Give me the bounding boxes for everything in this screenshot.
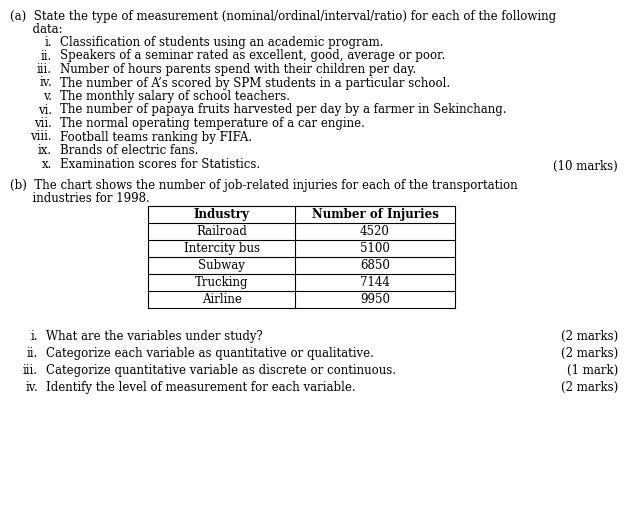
Text: ix.: ix. bbox=[38, 144, 52, 157]
Text: (b)  The chart shows the number of job-related injuries for each of the transpor: (b) The chart shows the number of job-re… bbox=[10, 179, 517, 192]
Text: Railroad: Railroad bbox=[196, 225, 247, 238]
Text: Speakers of a seminar rated as excellent, good, average or poor.: Speakers of a seminar rated as excellent… bbox=[60, 50, 445, 62]
Text: 4520: 4520 bbox=[360, 225, 390, 238]
Text: The monthly salary of school teachers.: The monthly salary of school teachers. bbox=[60, 90, 290, 103]
Text: The number of A’s scored by SPM students in a particular school.: The number of A’s scored by SPM students… bbox=[60, 77, 450, 90]
Text: Number of Injuries: Number of Injuries bbox=[311, 208, 438, 221]
Text: The normal operating temperature of a car engine.: The normal operating temperature of a ca… bbox=[60, 117, 365, 130]
Text: vi.: vi. bbox=[38, 103, 52, 117]
Text: data:: data: bbox=[10, 23, 63, 36]
Text: v.: v. bbox=[43, 90, 52, 103]
Text: ii.: ii. bbox=[41, 50, 52, 62]
Text: iv.: iv. bbox=[39, 77, 52, 90]
Text: Football teams ranking by FIFA.: Football teams ranking by FIFA. bbox=[60, 130, 252, 143]
Text: Trucking: Trucking bbox=[195, 276, 248, 289]
Text: What are the variables under study?: What are the variables under study? bbox=[46, 330, 263, 343]
Text: viii.: viii. bbox=[30, 130, 52, 143]
Text: Subway: Subway bbox=[198, 259, 245, 272]
Text: industries for 1998.: industries for 1998. bbox=[10, 192, 149, 205]
Text: (2 marks): (2 marks) bbox=[561, 330, 618, 343]
Text: Categorize each variable as quantitative or qualitative.: Categorize each variable as quantitative… bbox=[46, 347, 374, 360]
Text: Intercity bus: Intercity bus bbox=[183, 242, 259, 255]
Text: Number of hours parents spend with their children per day.: Number of hours parents spend with their… bbox=[60, 63, 416, 76]
Text: Identify the level of measurement for each variable.: Identify the level of measurement for ea… bbox=[46, 381, 355, 394]
Text: iii.: iii. bbox=[23, 364, 38, 377]
Text: x.: x. bbox=[41, 158, 52, 170]
Text: (2 marks): (2 marks) bbox=[561, 347, 618, 360]
Text: (a)  State the type of measurement (nominal/ordinal/interval/ratio) for each of : (a) State the type of measurement (nomin… bbox=[10, 10, 556, 23]
Text: i.: i. bbox=[31, 330, 38, 343]
Text: Categorize quantitative variable as discrete or continuous.: Categorize quantitative variable as disc… bbox=[46, 364, 396, 377]
Text: 5100: 5100 bbox=[360, 242, 390, 255]
Text: iv.: iv. bbox=[25, 381, 38, 394]
Text: (2 marks): (2 marks) bbox=[561, 381, 618, 394]
Text: (1 mark): (1 mark) bbox=[566, 364, 618, 377]
Text: 7144: 7144 bbox=[360, 276, 390, 289]
Text: (10 marks): (10 marks) bbox=[553, 160, 618, 172]
Text: Classification of students using an academic program.: Classification of students using an acad… bbox=[60, 36, 384, 49]
Text: Examination scores for Statistics.: Examination scores for Statistics. bbox=[60, 158, 260, 170]
Text: vii.: vii. bbox=[34, 117, 52, 130]
Text: 6850: 6850 bbox=[360, 259, 390, 272]
Text: ii.: ii. bbox=[27, 347, 38, 360]
Text: Airline: Airline bbox=[202, 293, 241, 306]
Text: iii.: iii. bbox=[37, 63, 52, 76]
Text: Brands of electric fans.: Brands of electric fans. bbox=[60, 144, 198, 157]
Text: i.: i. bbox=[45, 36, 52, 49]
Text: 9950: 9950 bbox=[360, 293, 390, 306]
Text: Industry: Industry bbox=[193, 208, 249, 221]
Text: The number of papaya fruits harvested per day by a farmer in Sekinchang.: The number of papaya fruits harvested pe… bbox=[60, 103, 507, 117]
